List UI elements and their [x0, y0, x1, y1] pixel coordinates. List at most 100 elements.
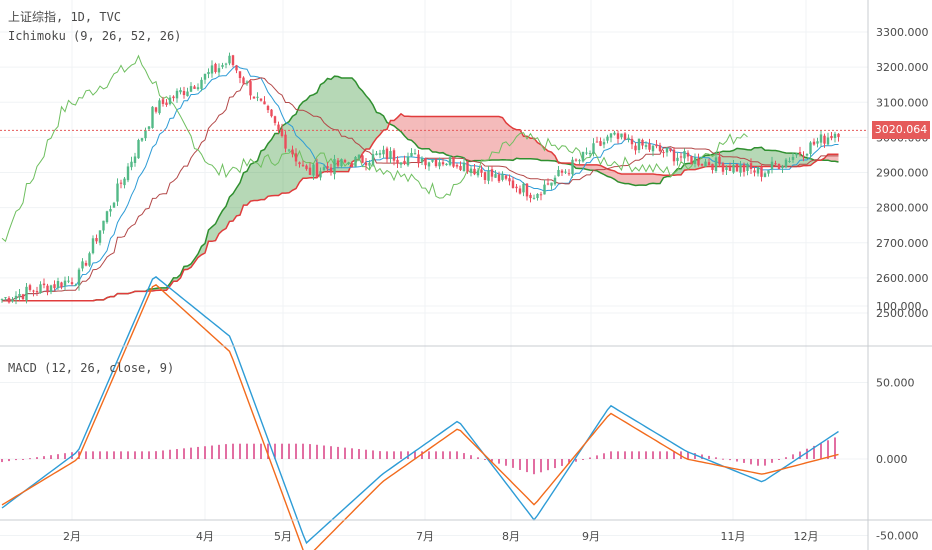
- histogram-bar: [211, 445, 213, 459]
- histogram-bar: [799, 451, 801, 459]
- candle: [452, 156, 455, 168]
- histogram-bar: [435, 451, 437, 459]
- candle: [837, 133, 840, 142]
- candle: [84, 260, 88, 267]
- candle: [336, 157, 340, 169]
- histogram-bar: [820, 443, 822, 459]
- histogram-bar: [792, 454, 794, 459]
- histogram-bar: [281, 443, 283, 459]
- candle: [697, 153, 700, 167]
- cloud-segment: [457, 116, 461, 157]
- histogram-bar: [239, 443, 241, 459]
- histogram-bar: [134, 451, 136, 459]
- cloud-segment: [429, 116, 433, 152]
- cloud-segment: [296, 105, 300, 189]
- candle: [98, 230, 102, 246]
- chart-title: 上证综指, 1D, TVC: [8, 10, 122, 24]
- candle: [410, 148, 413, 157]
- histogram-bar: [43, 456, 45, 459]
- price-tick-label: 2500.000: [876, 307, 929, 320]
- histogram-bar: [568, 459, 570, 464]
- cloud-segment: [485, 116, 489, 161]
- cloud-segment: [653, 174, 657, 184]
- cloud-segment: [793, 153, 797, 167]
- candle: [81, 258, 84, 272]
- histogram-bar: [694, 453, 696, 459]
- candle: [4, 296, 7, 301]
- histogram-bar: [400, 451, 402, 459]
- candle: [319, 167, 322, 181]
- histogram-bar: [561, 459, 563, 466]
- histogram-bar: [764, 459, 766, 466]
- candle: [690, 155, 693, 165]
- macd-legend: MACD (12, 26, close, 9): [8, 361, 175, 375]
- candle: [172, 95, 175, 102]
- candle: [571, 156, 574, 178]
- price-tick-label: 3300.000: [876, 26, 929, 39]
- histogram-bar: [190, 447, 192, 459]
- cloud-segment: [579, 164, 583, 169]
- candle: [665, 146, 669, 157]
- candle: [165, 99, 168, 107]
- time-tick-label: 8月: [502, 530, 520, 543]
- histogram-bar: [610, 451, 612, 459]
- cloud-segment: [537, 142, 541, 161]
- candle: [693, 153, 697, 168]
- ichimoku-cloud: [2, 75, 839, 302]
- candle: [301, 160, 305, 167]
- candle: [543, 179, 546, 195]
- histogram-bar: [267, 443, 269, 459]
- candle: [595, 136, 599, 143]
- histogram-bar: [687, 451, 689, 459]
- cloud-segment: [208, 226, 212, 242]
- candle: [553, 175, 557, 186]
- cloud-segment: [359, 87, 363, 160]
- cloud-segment: [331, 76, 335, 172]
- candle: [494, 170, 497, 178]
- candle: [735, 163, 739, 172]
- candle: [168, 95, 172, 106]
- candle: [305, 164, 308, 171]
- candle: [252, 96, 256, 99]
- candle: [343, 158, 347, 164]
- histogram-bar: [624, 451, 626, 459]
- cloud-segment: [723, 151, 727, 167]
- time-tick-label: 9月: [582, 530, 600, 543]
- candle: [588, 150, 592, 158]
- candle: [438, 157, 441, 170]
- cloud-segment: [740, 148, 744, 167]
- candle: [616, 130, 620, 144]
- price-tick-label: 2700.000: [876, 237, 929, 250]
- candle: [291, 145, 294, 158]
- histogram-bar: [330, 446, 332, 459]
- histogram-bar: [309, 444, 311, 459]
- candle: [728, 162, 732, 172]
- histogram-bar: [442, 451, 444, 459]
- histogram-bar: [449, 451, 451, 459]
- candle: [662, 149, 665, 158]
- candle: [32, 289, 35, 297]
- histogram-bar: [29, 458, 31, 460]
- candle: [361, 152, 364, 164]
- candle: [312, 162, 315, 180]
- histogram-bar: [232, 443, 234, 459]
- histogram-bar: [64, 453, 66, 459]
- candle: [263, 96, 266, 105]
- price-tick-label: 2800.000: [876, 202, 929, 215]
- histogram-bar: [155, 451, 157, 459]
- histogram-bar: [372, 450, 374, 459]
- histogram-bar: [463, 453, 465, 459]
- price-tick-label: 2900.000: [876, 167, 929, 180]
- candle: [518, 185, 522, 195]
- histogram-bar: [603, 453, 605, 459]
- candle: [550, 182, 553, 190]
- candle: [224, 62, 228, 69]
- time-tick-label: 12月: [794, 530, 819, 543]
- histogram-bar: [708, 455, 710, 459]
- cloud-segment: [212, 223, 216, 242]
- candle: [273, 115, 277, 126]
- cloud-segment: [338, 76, 342, 172]
- cloud-segment: [758, 147, 762, 167]
- cloud-segment: [289, 116, 293, 193]
